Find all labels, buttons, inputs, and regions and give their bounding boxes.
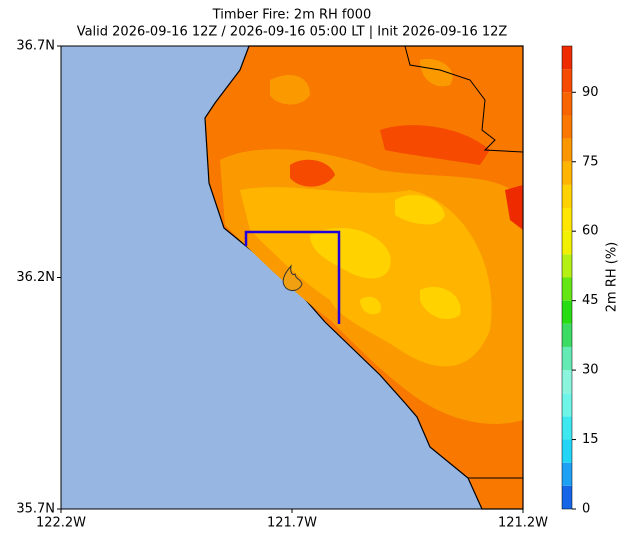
y-tick-label: 35.7N [16,502,55,517]
colorbar-band [562,208,572,232]
colorbar-tick-label: 90 [582,85,599,100]
colorbar-band [562,138,572,162]
domain-box [244,230,341,324]
colorbar-band [562,69,572,93]
colorbar-band [562,184,572,209]
colorbar-tick-label: 0 [582,502,590,517]
fire-icon [282,264,303,292]
colorbar-band [562,161,572,185]
y-tick-label: 36.2N [16,270,55,285]
x-tick-label: 121.7W [267,516,317,531]
colorbar-tick-label: 30 [582,363,599,378]
colorbar-band [562,462,572,486]
colorbar-band [562,231,572,255]
rh-contours [220,59,523,424]
colorbar-band [562,485,572,509]
colorbar-frame [561,45,573,510]
colorbar-band [562,370,572,394]
colorbar-band [562,323,572,347]
colorbar-band [562,346,572,371]
colorbar-tick-label: 45 [582,293,599,308]
colorbar-band [562,439,572,463]
colorbar-tick-label: 60 [582,224,599,239]
colorbar-band [562,254,572,278]
colorbar-band [562,46,572,70]
colorbar-label: 2m RH (%) [605,242,620,313]
colorbar-tick-label: 15 [582,432,599,447]
colorbar-band [562,92,572,116]
colorbar-band [562,277,572,301]
subtitle: Valid 2026-09-16 12Z / 2026-09-16 05:00 … [77,25,508,40]
county-border [404,45,524,153]
x-tick-label: 122.2W [36,516,86,531]
y-tick-label: 36.7N [16,39,55,54]
colorbar-tick-label: 75 [582,154,599,169]
colorbar-band [562,300,572,324]
map [60,45,524,510]
colorbar-band [562,393,572,417]
x-tick-label: 121.2W [498,516,548,531]
title: Timber Fire: 2m RH f000 [212,8,372,23]
colorbar-band [562,115,572,139]
colorbar-band [562,416,572,440]
